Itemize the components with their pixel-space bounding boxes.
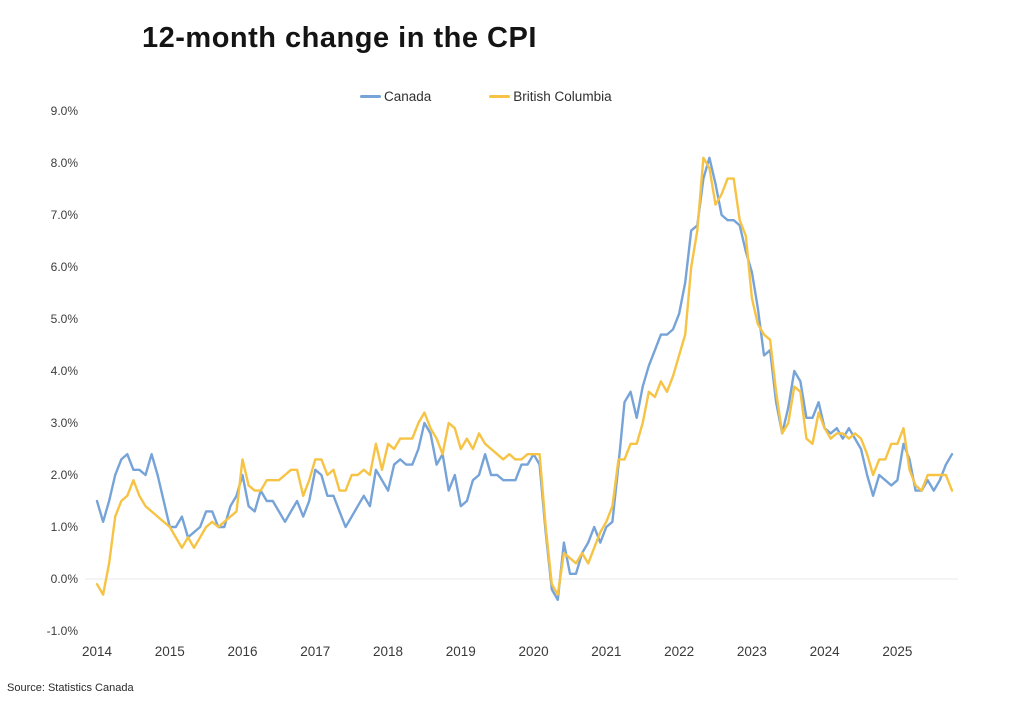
x-axis-tick-label: 2021	[591, 644, 622, 659]
x-axis-tick-label: 2018	[373, 644, 404, 659]
y-axis-tick-label: 8.0%	[50, 156, 78, 170]
x-axis-tick-label: 2023	[736, 644, 767, 659]
x-axis-tick-label: 2025	[882, 644, 913, 659]
y-axis-tick-label: 2.0%	[50, 468, 78, 482]
british-columbia-line-swatch-icon	[489, 95, 511, 98]
x-axis-tick-label: 2017	[300, 644, 331, 659]
x-axis-tick-label: 2020	[518, 644, 549, 659]
x-axis-tick-label: 2016	[227, 644, 258, 659]
x-axis-tick-label: 2015	[154, 644, 185, 659]
y-axis-tick-label: -1.0%	[46, 624, 78, 638]
y-axis-tick-label: 0.0%	[50, 572, 78, 586]
x-axis-tick-label: 2019	[445, 644, 476, 659]
y-axis-tick-label: 1.0%	[50, 520, 78, 534]
y-axis-tick-label: 9.0%	[50, 104, 78, 118]
y-axis-tick-label: 7.0%	[50, 208, 78, 222]
canada-series-line	[95, 156, 954, 601]
y-axis-tick-label: 3.0%	[50, 416, 78, 430]
chart-title: 12-month change in the CPI	[142, 22, 537, 54]
legend-label-canada: Canada	[384, 89, 432, 104]
y-axis-tick-label: 4.0%	[50, 364, 78, 378]
y-axis-tick-label: 5.0%	[50, 312, 78, 326]
source-note: Source: Statistics Canada	[7, 682, 134, 694]
legend-label-british-columbia: British Columbia	[513, 89, 612, 104]
y-axis-tick-label: 6.0%	[50, 260, 78, 274]
legend-item-british-columbia: British Columbia	[489, 89, 612, 104]
legend-item-canada: Canada	[360, 89, 431, 104]
canada-line-swatch-icon	[360, 95, 381, 98]
x-axis-tick-label: 2022	[664, 644, 695, 659]
british-columbia-series-line	[95, 156, 954, 596]
x-axis-tick-label: 2024	[809, 644, 840, 659]
x-axis-tick-label: 2014	[81, 644, 113, 659]
chart-legend: Canada British Columbia	[360, 89, 612, 104]
